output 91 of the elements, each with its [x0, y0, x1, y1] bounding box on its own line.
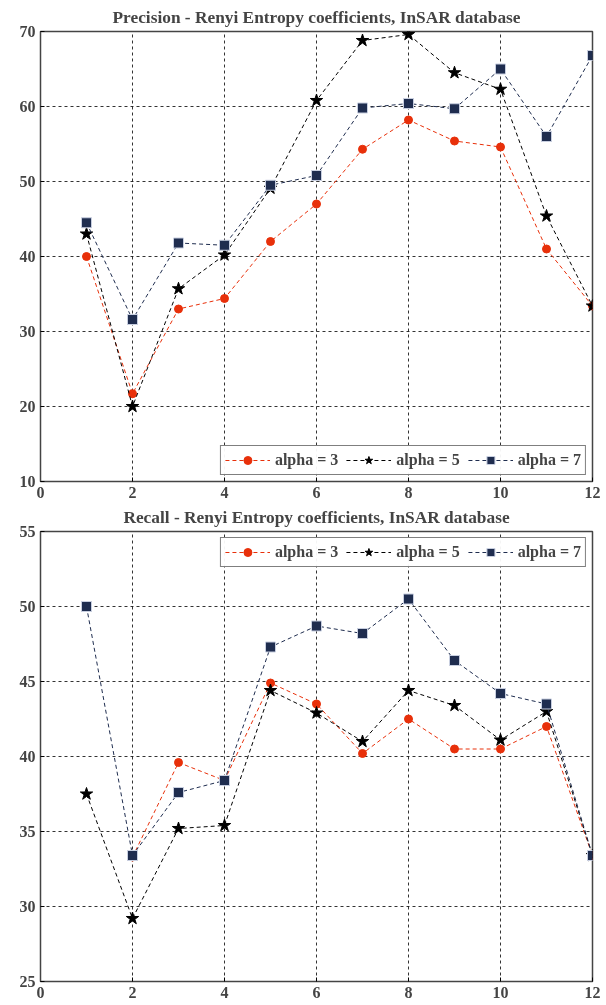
- point: [171, 281, 186, 295]
- y-tick-label: 45: [19, 673, 36, 690]
- x-tick-label: 12: [584, 483, 601, 501]
- point: [81, 601, 92, 612]
- point: [311, 620, 322, 632]
- point: [495, 63, 506, 75]
- point: [358, 144, 367, 154]
- point: [493, 82, 508, 96]
- chart-title: Recall - Renyi Entropy coefficients, InSAR database: [123, 507, 510, 527]
- x-tick-label: 4: [220, 983, 229, 1001]
- point: [173, 787, 184, 798]
- point: [265, 641, 276, 653]
- x-tick-label: 6: [312, 983, 321, 1001]
- point: [496, 744, 505, 754]
- y-tick-label: 20: [19, 398, 36, 415]
- point: [449, 103, 460, 115]
- point: [401, 683, 416, 697]
- point: [263, 683, 278, 697]
- point: [447, 698, 462, 712]
- point: [219, 239, 230, 251]
- point: [309, 93, 324, 107]
- point: [404, 115, 413, 125]
- point: [495, 688, 506, 699]
- x-tick-label: 10: [492, 983, 509, 1001]
- point: [81, 217, 92, 229]
- point: [403, 593, 414, 605]
- point: [450, 744, 459, 754]
- point: [447, 65, 462, 79]
- point: [496, 142, 505, 152]
- point: [403, 98, 414, 109]
- x-tick-label: 4: [220, 483, 229, 501]
- point: [220, 294, 229, 303]
- point: [355, 33, 370, 47]
- point: [79, 227, 94, 240]
- point: [174, 758, 183, 767]
- point: [125, 399, 140, 413]
- point: [128, 389, 137, 399]
- point: [217, 818, 232, 832]
- x-tick-label: 8: [404, 983, 413, 1001]
- x-tick-label: 0: [36, 983, 45, 1001]
- y-tick-label: 60: [19, 98, 36, 115]
- legend-label: alpha = 5: [396, 451, 460, 469]
- point: [173, 237, 184, 249]
- y-tick-label: 25: [19, 973, 36, 990]
- point: [404, 714, 413, 724]
- point: [539, 209, 554, 222]
- x-tick-label: 10: [492, 483, 509, 501]
- point: [311, 170, 322, 181]
- x-tick-label: 6: [312, 483, 321, 501]
- chart-title: Precision - Renyi Entropy coefficients, InSAR database: [112, 7, 521, 27]
- legend-label: alpha = 7: [517, 451, 581, 469]
- point: [174, 304, 183, 314]
- legend-label: alpha = 5: [396, 543, 460, 561]
- y-tick-label: 50: [19, 598, 36, 615]
- point: [358, 749, 367, 758]
- x-tick-label: 12: [584, 983, 601, 1001]
- point: [541, 131, 552, 142]
- x-tick-label: 2: [128, 983, 137, 1001]
- point: [312, 699, 321, 709]
- y-tick-label: 30: [19, 898, 36, 915]
- point: [266, 237, 275, 246]
- point: [171, 821, 186, 835]
- legend-label: alpha = 3: [274, 543, 339, 561]
- x-tick-label: 8: [404, 483, 413, 501]
- legend-label: alpha = 7: [517, 543, 581, 561]
- point: [125, 911, 140, 925]
- point: [357, 102, 368, 114]
- x-tick-label: 2: [128, 483, 137, 501]
- point: [541, 698, 552, 710]
- point: [357, 628, 368, 639]
- x-tick-label: 0: [36, 483, 45, 501]
- point: [450, 136, 459, 146]
- y-tick-label: 50: [19, 173, 36, 190]
- point: [449, 655, 460, 666]
- point: [312, 199, 321, 209]
- y-tick-label: 35: [19, 823, 36, 840]
- legend-label: alpha = 3: [274, 451, 339, 469]
- point: [542, 244, 551, 254]
- point: [217, 248, 232, 261]
- point: [309, 706, 324, 719]
- point: [79, 787, 94, 800]
- y-tick-label: 30: [19, 323, 36, 340]
- y-tick-label: 40: [19, 748, 36, 765]
- point: [127, 314, 138, 325]
- y-tick-label: 40: [19, 248, 36, 265]
- point: [82, 252, 91, 261]
- y-tick-label: 70: [19, 23, 36, 40]
- point: [493, 733, 508, 746]
- point: [355, 734, 370, 748]
- point: [542, 722, 551, 731]
- y-tick-label: 55: [19, 523, 36, 540]
